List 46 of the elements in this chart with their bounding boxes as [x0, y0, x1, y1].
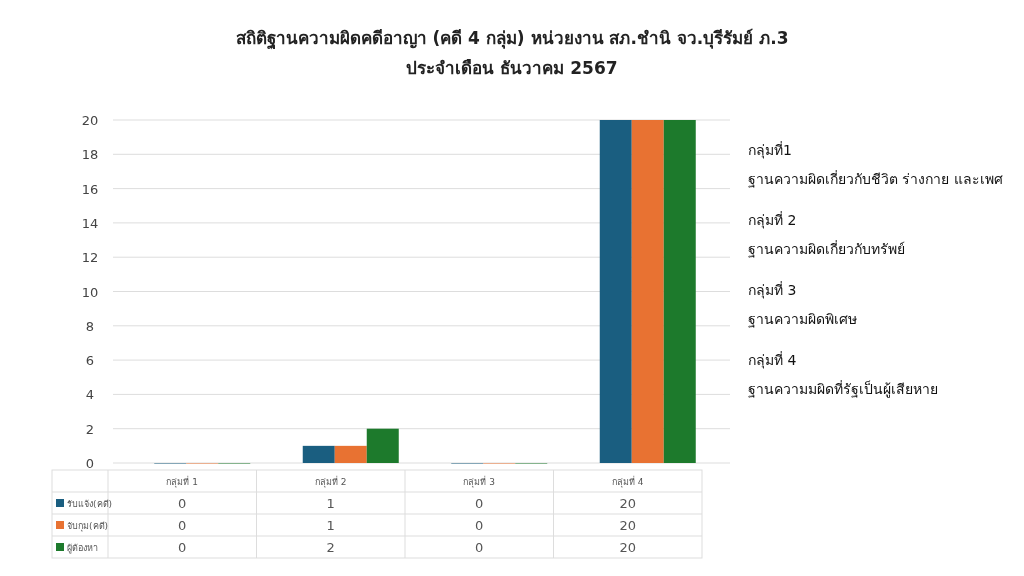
y-tick-label: 2 [85, 421, 95, 437]
y-tick-label: 6 [85, 353, 95, 369]
legend-label: รับแจ้ง(คดี) [67, 499, 113, 509]
y-tick-label: 14 [81, 215, 99, 231]
data-label: 0 [475, 540, 484, 555]
data-label: 1 [326, 518, 335, 533]
text: ฐานความผิดพิเศษ [748, 311, 857, 328]
bar [631, 120, 664, 463]
text: กลุ่มที่ 2 [748, 211, 797, 229]
data-label: 0 [475, 518, 484, 533]
data-label: 0 [178, 518, 187, 533]
text: ฐานความผิดเกี่ยวกับทรัพย์ [748, 240, 905, 258]
data-label: 0 [475, 496, 484, 511]
data-label: 20 [619, 518, 637, 533]
x-tick-label: กลุ่มที่ 4 [611, 475, 644, 488]
text: กลุ่มที่ 4 [748, 351, 797, 369]
y-tick-label: 10 [81, 284, 99, 300]
text: กลุ่มที่1 [748, 141, 792, 159]
y-tick-label: 18 [81, 147, 99, 163]
bar [366, 428, 399, 463]
legend-label: จับกุม(คดี) [67, 521, 109, 532]
data-label: 2 [326, 540, 335, 555]
x-tick-label: กลุ่มที่ 2 [314, 475, 347, 488]
text: ฐานความผิดเกี่ยวกับชีวิต ร่างกาย และเพศ [748, 170, 1003, 188]
y-tick-label: 8 [85, 318, 95, 334]
x-tick-label: กลุ่มที่ 1 [166, 475, 199, 488]
text: ฐานความมผิดที่รัฐเป็นผู้เสียหาย [748, 380, 938, 398]
y-tick-label: 0 [85, 456, 95, 471]
bar [599, 120, 632, 463]
data-label: 0 [178, 540, 187, 555]
legend-label: ผู้ต้องหา [67, 543, 98, 554]
y-tick-label: 4 [85, 387, 95, 403]
y-tick-label: 12 [81, 250, 99, 266]
chart-title: สถิติฐานความผิดคดีอาญา (คดี 4 กลุ่ม) หน่วยงาน สภ.ชำนิ จว.บุรีรัมย์ ภ.3 [235, 28, 789, 50]
data-label: 0 [178, 496, 187, 511]
data-label: 20 [619, 496, 637, 511]
bar [302, 445, 335, 463]
y-tick-label: 16 [81, 181, 99, 197]
data-label: 1 [326, 496, 335, 511]
chart-subtitle: ประจำเดือน ธันวาคม 2567 [406, 58, 618, 78]
data-label: 20 [619, 540, 637, 555]
bar [663, 120, 696, 463]
bar [334, 445, 367, 463]
x-tick-label: กลุ่มที่ 3 [463, 475, 496, 488]
text: กลุ่มที่ 3 [748, 281, 797, 299]
y-tick-label: 20 [81, 113, 99, 128]
